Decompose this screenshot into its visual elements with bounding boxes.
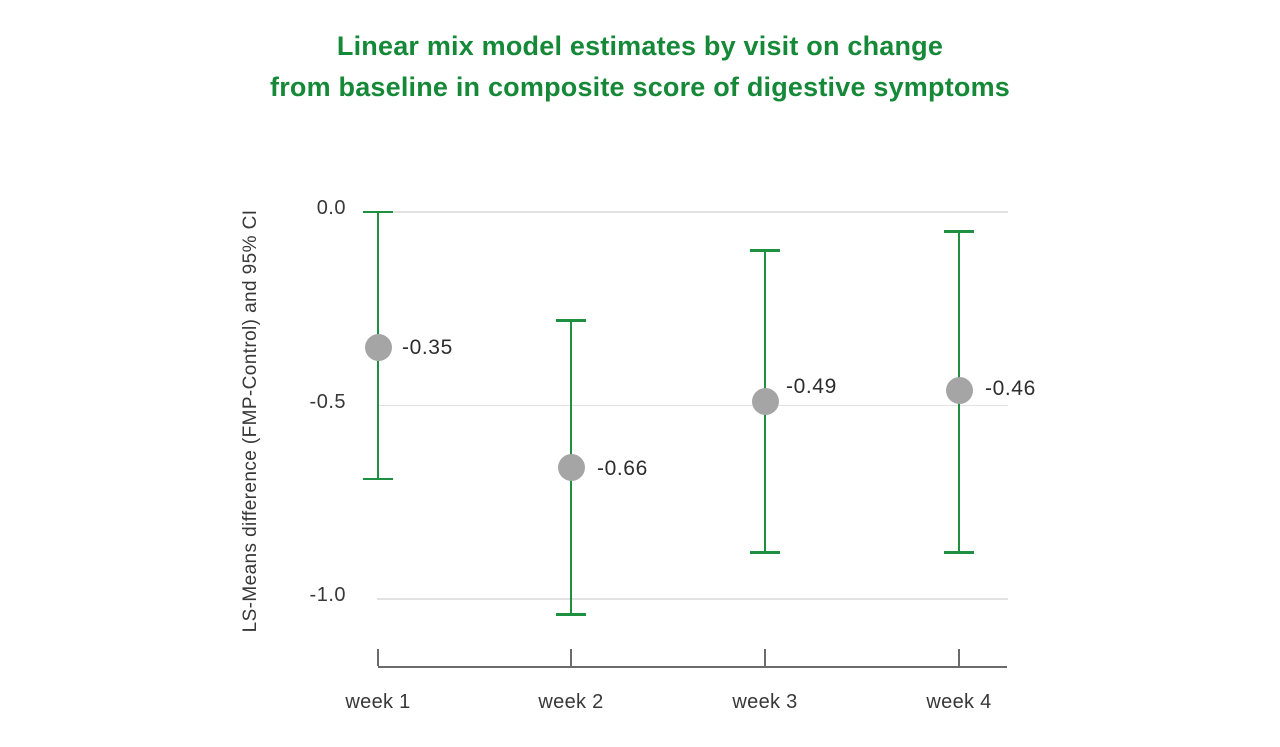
x-category-label: week 2 [538,691,604,713]
ci-cap-top [363,210,393,214]
chart-title-line-2: from baseline in composite score of dige… [270,72,1010,102]
x-tick [377,649,379,666]
mean-point [557,453,585,481]
chart-title-line-1: Linear mix model estimates by visit on c… [336,31,944,61]
x-tick [764,649,766,666]
x-axis-line [378,666,1007,668]
ci-cap-top [556,319,586,322]
mean-point [364,333,392,361]
x-category-label: week 4 [926,691,992,713]
gridline [377,404,1008,407]
mean-point [945,376,973,404]
ci-cap-bottom [750,551,780,554]
ci-cap-bottom [944,551,974,554]
x-tick [958,649,960,666]
x-category-label: week 1 [345,691,411,713]
x-tick [570,649,572,666]
gridline [377,598,1008,600]
point-value-label: -0.35 [402,336,453,360]
point-value-label: -0.66 [597,457,648,481]
ci-cap-top [944,230,974,233]
y-tick-label: 0.0 [316,197,346,219]
point-value-label: -0.49 [786,374,837,398]
ci-cap-bottom [556,613,586,616]
x-category-label: week 3 [732,691,798,713]
ci-cap-top [750,249,780,252]
chart-title: Linear mix model estimates by visit on c… [0,26,1280,108]
mean-point [751,388,779,416]
point-value-label: -0.46 [985,377,1036,401]
gridline [377,211,1008,213]
y-tick-label: -0.5 [309,390,346,413]
y-tick-label: -1.0 [309,584,346,606]
ci-cap-bottom [363,477,393,481]
